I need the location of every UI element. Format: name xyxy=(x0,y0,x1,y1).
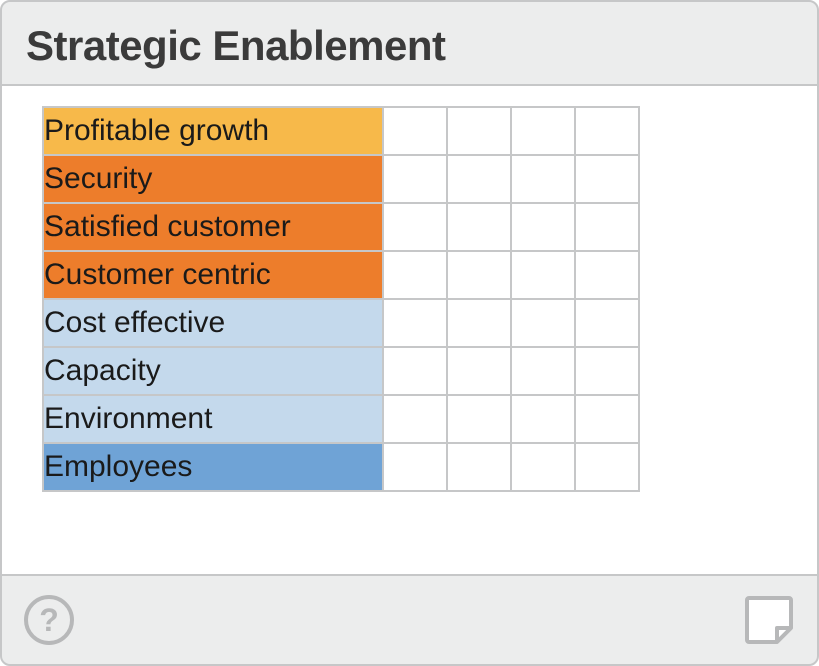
empty-cell xyxy=(511,107,575,155)
empty-cell xyxy=(511,251,575,299)
row-label: Customer centric xyxy=(43,251,383,299)
empty-cell xyxy=(575,299,639,347)
empty-cell xyxy=(383,107,447,155)
table-row: Cost effective xyxy=(43,299,639,347)
panel-body: Profitable growthSecuritySatisfied custo… xyxy=(2,84,817,576)
table-row: Environment xyxy=(43,395,639,443)
empty-cell xyxy=(447,155,511,203)
empty-cell xyxy=(383,251,447,299)
row-label: Environment xyxy=(43,395,383,443)
table-row: Employees xyxy=(43,443,639,491)
empty-cell xyxy=(575,347,639,395)
table-row: Capacity xyxy=(43,347,639,395)
empty-cell xyxy=(447,251,511,299)
empty-cell xyxy=(383,155,447,203)
empty-cell xyxy=(511,203,575,251)
empty-cell xyxy=(383,395,447,443)
empty-cell xyxy=(447,395,511,443)
empty-cell xyxy=(511,443,575,491)
empty-cell xyxy=(511,299,575,347)
empty-cell xyxy=(575,203,639,251)
empty-cell xyxy=(447,299,511,347)
row-label: Security xyxy=(43,155,383,203)
empty-cell xyxy=(447,443,511,491)
row-label: Profitable growth xyxy=(43,107,383,155)
note-icon[interactable] xyxy=(743,594,795,646)
table-row: Security xyxy=(43,155,639,203)
row-label: Satisfied customer xyxy=(43,203,383,251)
empty-cell xyxy=(383,299,447,347)
empty-cell xyxy=(383,347,447,395)
empty-cell xyxy=(575,395,639,443)
empty-cell xyxy=(575,155,639,203)
empty-cell xyxy=(447,107,511,155)
empty-cell xyxy=(575,107,639,155)
empty-cell xyxy=(575,251,639,299)
enablement-table: Profitable growthSecuritySatisfied custo… xyxy=(42,106,640,492)
empty-cell xyxy=(383,443,447,491)
row-label: Capacity xyxy=(43,347,383,395)
table-row: Customer centric xyxy=(43,251,639,299)
panel-footer: ? xyxy=(2,576,817,664)
empty-cell xyxy=(511,347,575,395)
empty-cell xyxy=(383,203,447,251)
row-label: Cost effective xyxy=(43,299,383,347)
panel-title: Strategic Enablement xyxy=(26,22,793,70)
empty-cell xyxy=(447,347,511,395)
help-icon[interactable]: ? xyxy=(24,595,74,645)
panel-header: Strategic Enablement xyxy=(2,2,817,84)
empty-cell xyxy=(511,155,575,203)
empty-cell xyxy=(575,443,639,491)
strategic-enablement-panel: Strategic Enablement Profitable growthSe… xyxy=(0,0,819,666)
table-row: Profitable growth xyxy=(43,107,639,155)
empty-cell xyxy=(511,395,575,443)
row-label: Employees xyxy=(43,443,383,491)
empty-cell xyxy=(447,203,511,251)
table-row: Satisfied customer xyxy=(43,203,639,251)
